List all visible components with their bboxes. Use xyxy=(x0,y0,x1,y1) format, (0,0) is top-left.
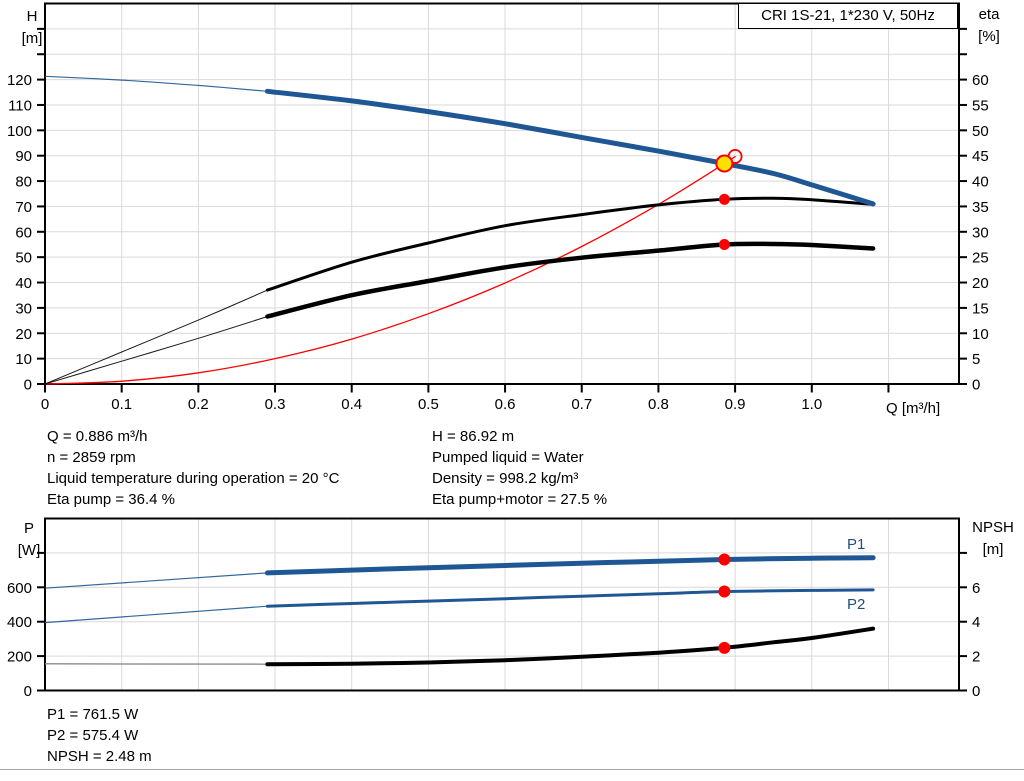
footer-line-p2: P2 = 575.4 W xyxy=(47,727,139,744)
eta-pump-motor-point-marker xyxy=(718,238,730,250)
tick-label: 0 xyxy=(972,683,980,700)
tick-label: 600 xyxy=(7,580,32,597)
p2-curve-label: P2 xyxy=(847,596,866,613)
p1-curve-label: P1 xyxy=(847,536,866,553)
info-line-q: Q = 0.886 m³/h xyxy=(47,428,148,445)
tick-label: 50 xyxy=(972,123,989,140)
footer-line-npsh: NPSH = 2.48 m xyxy=(47,748,152,765)
tick-label: 30 xyxy=(972,224,989,241)
tick-label: 100 xyxy=(7,123,32,140)
h-axis-label: H [m] xyxy=(21,8,43,47)
curve-eta-pump-motor xyxy=(265,241,876,319)
page-divider xyxy=(0,769,1024,770)
tick-label: 400 xyxy=(7,614,32,631)
p2-point-marker xyxy=(718,585,731,598)
curve-head xyxy=(264,88,876,207)
tick-label: 0 xyxy=(24,377,32,394)
duty-point-marker xyxy=(715,154,734,173)
tick-label: 40 xyxy=(15,275,32,292)
npsh-point-marker xyxy=(718,641,731,654)
pump-title-box: CRI 1S-21, 1*230 V, 50Hz xyxy=(738,3,958,29)
tick-label: 90 xyxy=(15,148,32,165)
info-panel-left: Q = 0.886 m³/h n = 2859 rpm Liquid tempe… xyxy=(47,426,339,510)
info-line-n: n = 2859 rpm xyxy=(47,449,136,466)
plot-frame xyxy=(44,517,960,692)
tick-label: 70 xyxy=(15,199,32,216)
tick-label: 0 xyxy=(972,377,980,394)
curve-eta-pump-motor-extension xyxy=(44,316,268,385)
footer-panel: P1 = 761.5 W P2 = 575.4 W NPSH = 2.48 m xyxy=(47,704,152,767)
tick-label: 0.4 xyxy=(341,396,362,413)
curve-eta-pump-extension xyxy=(44,289,268,385)
tick-label: 0.3 xyxy=(265,396,286,413)
tick-label: 0.5 xyxy=(418,396,439,413)
info-line-eta: Eta pump = 36.4 % xyxy=(47,491,175,508)
info-panel-right: H = 86.92 m Pumped liquid = Water Densit… xyxy=(432,426,607,510)
curve-p1 xyxy=(264,555,876,576)
tick-label: 40 xyxy=(972,174,989,191)
tick-label: 60 xyxy=(972,72,989,89)
npsh-axis-label: NPSH [m] xyxy=(972,519,1014,558)
tick-label: 0.1 xyxy=(111,396,132,413)
curve-head-extension xyxy=(44,75,268,92)
tick-label: 30 xyxy=(15,300,32,317)
tick-label: 10 xyxy=(15,351,32,368)
tick-label: 35 xyxy=(972,199,989,216)
curve-eta-pump xyxy=(265,196,875,292)
curve-system-curve xyxy=(44,155,736,385)
curve-p1-extension xyxy=(44,572,268,589)
tick-label: 120 xyxy=(7,72,32,89)
tick-label: 6 xyxy=(972,580,980,597)
plot-frame xyxy=(44,2,960,385)
tick-label: 15 xyxy=(972,300,989,317)
tick-label: 25 xyxy=(972,250,989,267)
tick-label: 0.8 xyxy=(648,396,669,413)
eta-pump-point-marker xyxy=(718,193,730,205)
tick-label: 80 xyxy=(15,174,32,191)
p1-point-marker xyxy=(718,553,731,566)
tick-label: 20 xyxy=(972,275,989,292)
info-line-density: Density = 998.2 kg/m³ xyxy=(432,470,579,487)
tick-label: 0 xyxy=(24,683,32,700)
info-line-eta-tot: Eta pump+motor = 27.5 % xyxy=(432,491,608,508)
eta-axis-label: eta [%] xyxy=(978,6,1000,45)
q-axis-label: Q [m³/h] xyxy=(886,400,941,417)
tick-label: 5 xyxy=(972,351,980,368)
tick-label: 1.0 xyxy=(801,396,822,413)
info-line-temp: Liquid temperature during operation = 20… xyxy=(47,470,340,487)
info-line-liquid: Pumped liquid = Water xyxy=(432,449,584,466)
tick-label: 50 xyxy=(15,250,32,267)
p-axis-label: P [W] xyxy=(17,520,41,559)
tick-label: 60 xyxy=(15,224,32,241)
curve-p2-extension xyxy=(44,605,268,624)
tick-label: 20 xyxy=(15,326,32,343)
tick-label: 10 xyxy=(972,326,989,343)
tick-label: 0.2 xyxy=(188,396,209,413)
tick-label: 2 xyxy=(972,649,980,666)
footer-line-p1: P1 = 761.5 W xyxy=(47,706,139,723)
tick-label: 0.9 xyxy=(725,396,746,413)
curve-p2 xyxy=(265,588,875,608)
info-line-h: H = 86.92 m xyxy=(432,428,515,445)
curve-npsh xyxy=(265,626,876,667)
tick-label: 200 xyxy=(7,649,32,666)
tick-label: 0.6 xyxy=(495,396,516,413)
tick-label: 4 xyxy=(972,614,980,631)
tick-label: 0 xyxy=(41,396,49,413)
tick-label: 55 xyxy=(972,97,989,114)
tick-label: 0.7 xyxy=(571,396,592,413)
pump-title: CRI 1S-21, 1*230 V, 50Hz xyxy=(761,7,935,24)
tick-label: 45 xyxy=(972,148,989,165)
tick-label: 110 xyxy=(8,97,32,114)
